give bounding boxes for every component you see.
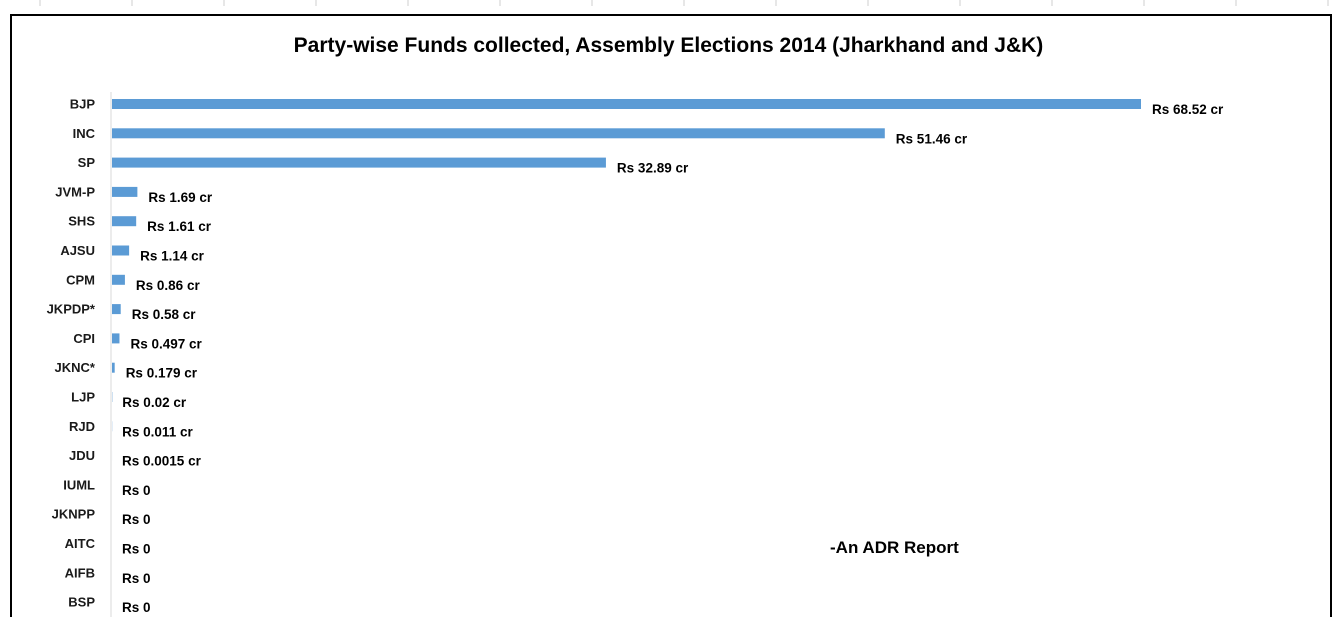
bar — [112, 99, 1141, 109]
category-label: CPI — [73, 331, 95, 346]
data-label: Rs 0.86 cr — [136, 278, 201, 293]
source-annotation: -An ADR Report — [830, 538, 959, 557]
data-label: Rs 0.0015 cr — [122, 454, 202, 469]
category-label: AIFB — [65, 565, 95, 580]
category-label: BJP — [70, 97, 96, 112]
data-label: Rs 68.52 cr — [1152, 102, 1224, 117]
category-label: CPM — [66, 272, 95, 287]
bar — [112, 304, 121, 315]
data-label: Rs 0 — [122, 600, 151, 615]
data-label: Rs 51.46 cr — [896, 131, 968, 146]
category-label: JVM-P — [55, 184, 95, 199]
bar — [112, 362, 115, 373]
bars — [112, 99, 1141, 461]
data-label: Rs 0.011 cr — [122, 424, 193, 439]
data-label: Rs 0.497 cr — [130, 336, 202, 351]
bar — [112, 186, 138, 197]
bar — [112, 274, 125, 285]
data-label: Rs 1.14 cr — [140, 249, 205, 264]
category-label: RJD — [69, 419, 95, 434]
bar — [112, 128, 885, 139]
category-label: JKPDP* — [47, 302, 96, 317]
top-gridline-ticks — [39, 0, 1329, 6]
data-label: Rs 0.58 cr — [132, 307, 197, 322]
chart-title: Party-wise Funds collected, Assembly Ele… — [293, 34, 1044, 57]
category-labels: BJP INC SP JVM-P SHS AJSU CPM JKPDP* CPI JKNC* LJP… — [47, 97, 96, 610]
category-label: SHS — [68, 214, 95, 229]
category-label: IUML — [63, 477, 95, 492]
category-label: JDU — [69, 448, 95, 463]
category-label: JKNPP — [52, 507, 96, 522]
bar — [112, 157, 606, 168]
data-label: Rs 0 — [122, 483, 151, 498]
data-label: Rs 0.02 cr — [122, 395, 187, 410]
category-label: JKNC* — [55, 360, 96, 375]
category-label: LJP — [71, 390, 95, 405]
bar — [112, 245, 130, 256]
category-label: SP — [78, 155, 96, 170]
category-label: AJSU — [60, 243, 95, 258]
data-label: Rs 0 — [122, 512, 151, 527]
bar — [112, 216, 137, 227]
data-label: Rs 0 — [122, 542, 151, 557]
data-labels: Rs 68.52 cr Rs 51.46 cr Rs 32.89 cr Rs 1.69… — [122, 102, 1224, 615]
data-label: Rs 1.61 cr — [147, 219, 212, 234]
data-label: Rs 32.89 cr — [617, 161, 689, 176]
data-label: Rs 1.69 cr — [148, 190, 213, 205]
data-label: Rs 0.179 cr — [126, 366, 198, 381]
category-label: BSP — [68, 595, 95, 610]
chart-area — [10, 14, 1332, 617]
bar — [112, 333, 120, 344]
data-label: Rs 0 — [122, 571, 151, 586]
category-label: AITC — [65, 536, 96, 551]
category-label: INC — [73, 126, 96, 141]
